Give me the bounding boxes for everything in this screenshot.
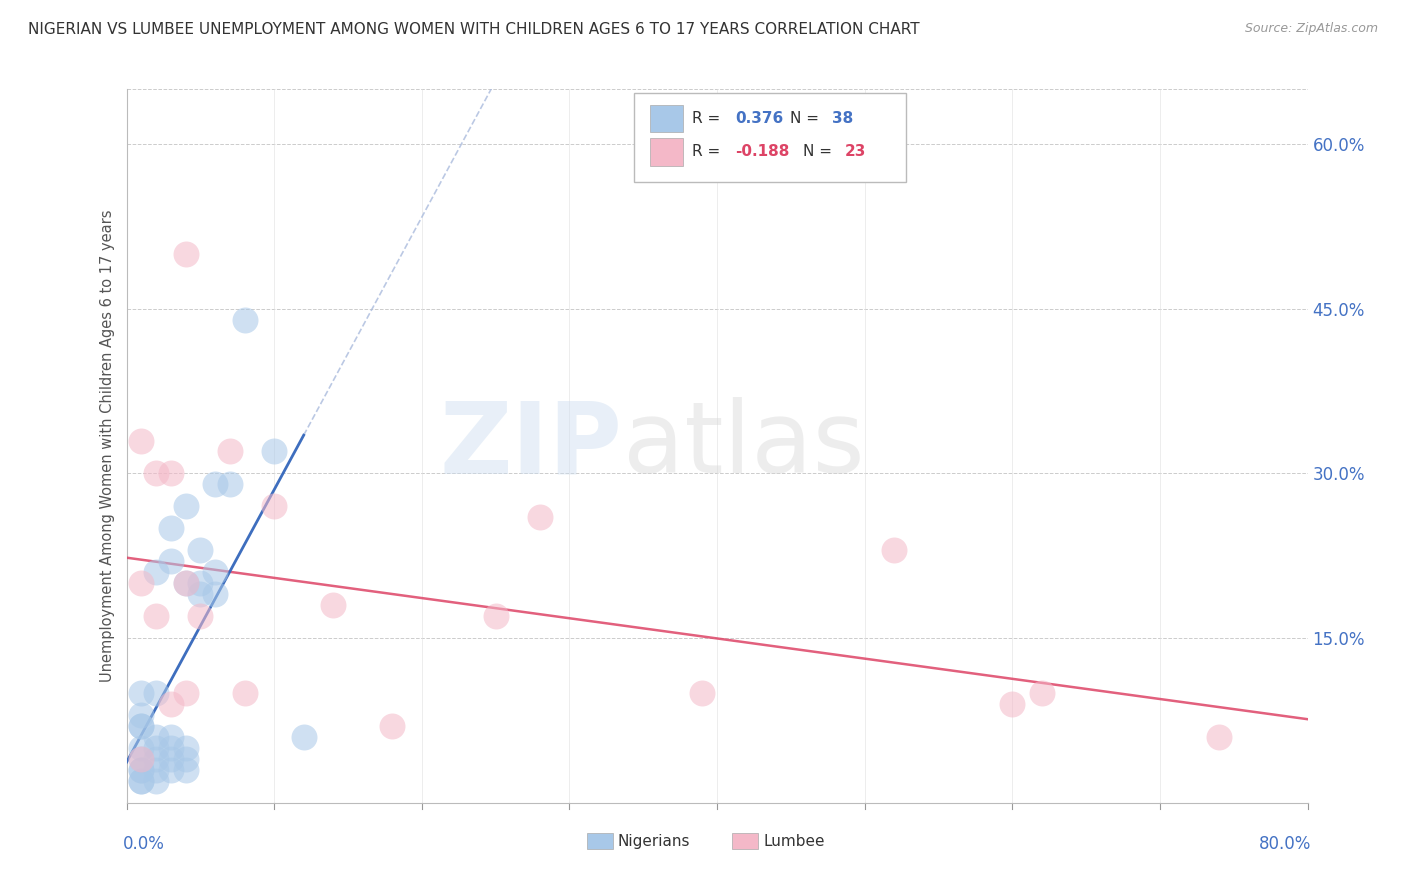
Point bbox=[129, 763, 153, 777]
Point bbox=[529, 510, 551, 524]
Bar bbox=[588, 833, 613, 849]
Point bbox=[188, 543, 212, 558]
Point bbox=[129, 763, 153, 777]
Point bbox=[1208, 730, 1230, 744]
Point bbox=[160, 730, 183, 744]
FancyBboxPatch shape bbox=[634, 93, 905, 182]
Point bbox=[145, 752, 167, 766]
Point bbox=[188, 609, 212, 624]
Point bbox=[160, 740, 183, 755]
Point bbox=[129, 773, 153, 788]
Point bbox=[129, 686, 153, 700]
Point bbox=[160, 521, 183, 535]
Point bbox=[145, 686, 167, 700]
Point bbox=[204, 477, 226, 491]
Point bbox=[204, 587, 226, 601]
Point bbox=[1001, 697, 1024, 711]
Point bbox=[233, 686, 256, 700]
Text: atlas: atlas bbox=[623, 398, 865, 494]
Point bbox=[160, 554, 183, 568]
Text: 0.0%: 0.0% bbox=[122, 835, 165, 853]
Text: R =: R = bbox=[692, 145, 725, 160]
Text: -0.188: -0.188 bbox=[735, 145, 789, 160]
Text: 23: 23 bbox=[845, 145, 866, 160]
Point bbox=[174, 740, 197, 755]
Point bbox=[174, 576, 197, 591]
Point bbox=[145, 730, 167, 744]
Point bbox=[1031, 686, 1053, 700]
Point bbox=[145, 763, 167, 777]
Point bbox=[883, 543, 905, 558]
Point bbox=[484, 609, 508, 624]
Point bbox=[188, 587, 212, 601]
Text: 80.0%: 80.0% bbox=[1258, 835, 1312, 853]
Point bbox=[129, 719, 153, 733]
Point bbox=[160, 752, 183, 766]
Point bbox=[174, 576, 197, 591]
Text: ZIP: ZIP bbox=[440, 398, 623, 494]
Point bbox=[263, 500, 285, 514]
Text: Source: ZipAtlas.com: Source: ZipAtlas.com bbox=[1244, 22, 1378, 36]
Text: Nigerians: Nigerians bbox=[617, 834, 690, 849]
Point bbox=[204, 566, 226, 580]
Point bbox=[160, 697, 183, 711]
Point bbox=[129, 752, 153, 766]
Text: Lumbee: Lumbee bbox=[763, 834, 825, 849]
Point bbox=[174, 686, 197, 700]
Point bbox=[219, 477, 242, 491]
Point bbox=[160, 763, 183, 777]
Point bbox=[381, 719, 404, 733]
Point bbox=[219, 444, 242, 458]
Point bbox=[145, 566, 167, 580]
Point bbox=[322, 598, 344, 612]
Point bbox=[129, 576, 153, 591]
Bar bbox=[650, 138, 683, 166]
Point bbox=[129, 752, 153, 766]
Bar bbox=[733, 833, 758, 849]
Text: R =: R = bbox=[692, 111, 725, 126]
Text: N =: N = bbox=[803, 145, 837, 160]
Point bbox=[129, 773, 153, 788]
Bar bbox=[650, 105, 683, 132]
Point bbox=[145, 773, 167, 788]
Point bbox=[233, 312, 256, 326]
Point bbox=[174, 752, 197, 766]
Point bbox=[174, 763, 197, 777]
Point bbox=[174, 500, 197, 514]
Text: 0.376: 0.376 bbox=[735, 111, 783, 126]
Y-axis label: Unemployment Among Women with Children Ages 6 to 17 years: Unemployment Among Women with Children A… bbox=[100, 210, 115, 682]
Point bbox=[129, 434, 153, 448]
Point bbox=[188, 576, 212, 591]
Point bbox=[263, 444, 285, 458]
Point bbox=[129, 740, 153, 755]
Point bbox=[292, 730, 315, 744]
Point bbox=[692, 686, 714, 700]
Point bbox=[174, 247, 197, 261]
Point bbox=[129, 719, 153, 733]
Point bbox=[160, 467, 183, 481]
Point bbox=[145, 467, 167, 481]
Text: NIGERIAN VS LUMBEE UNEMPLOYMENT AMONG WOMEN WITH CHILDREN AGES 6 TO 17 YEARS COR: NIGERIAN VS LUMBEE UNEMPLOYMENT AMONG WO… bbox=[28, 22, 920, 37]
Point bbox=[145, 740, 167, 755]
Text: N =: N = bbox=[790, 111, 824, 126]
Point bbox=[129, 708, 153, 723]
Text: 38: 38 bbox=[831, 111, 853, 126]
Point bbox=[145, 609, 167, 624]
